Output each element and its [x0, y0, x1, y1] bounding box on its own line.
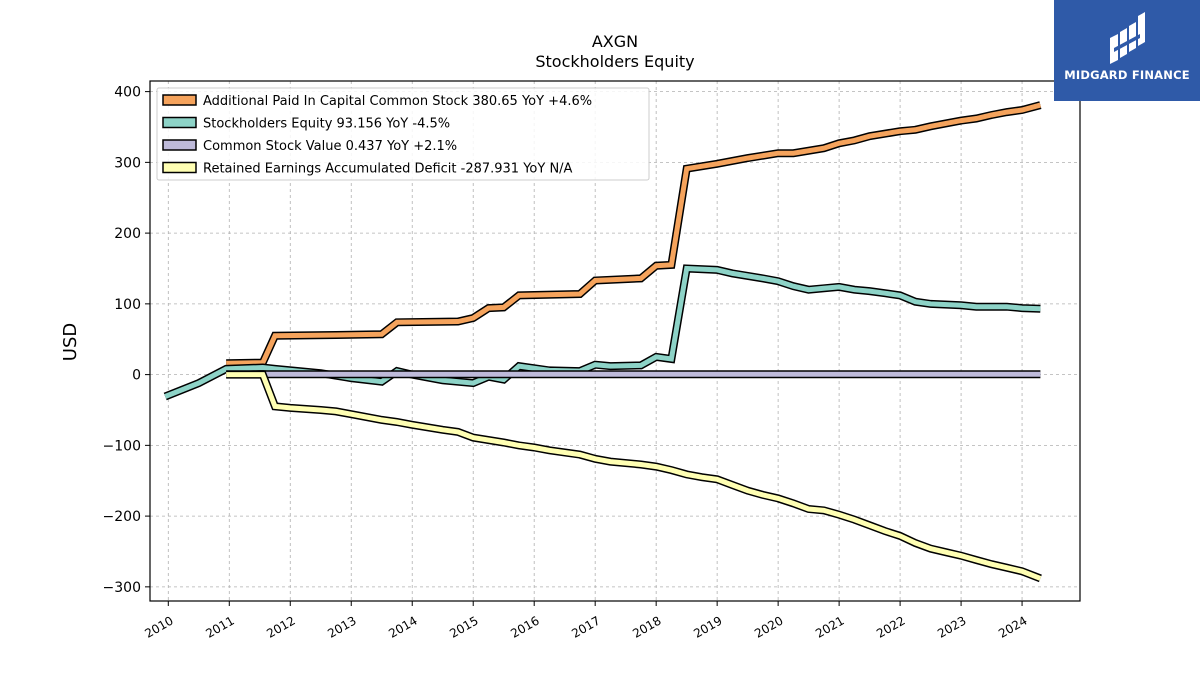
- midgard-finance-logo: MIDGARD FINANCE: [1054, 0, 1200, 101]
- y-tick-label: −300: [103, 580, 141, 596]
- legend-swatch-2: [162, 139, 197, 151]
- legend-swatch-3: [162, 161, 197, 174]
- y-tick-label: 0: [132, 368, 141, 384]
- chart-title: AXGN: [591, 32, 639, 51]
- legend-label-3: Retained Earnings Accumulated Deficit -2…: [203, 162, 573, 177]
- x-tick-label: 2024: [996, 613, 1029, 640]
- series-layer: [163, 101, 1042, 583]
- x-tick-label: 2014: [386, 613, 419, 640]
- y-axis-label: USD: [60, 323, 81, 361]
- x-tick-label: 2015: [447, 613, 480, 640]
- series-3-outline: [226, 370, 1042, 583]
- legend-label-2: Common Stock Value 0.437 YoY +2.1%: [203, 139, 457, 154]
- y-tick-label: −100: [103, 438, 141, 454]
- y-tick-label: 200: [114, 226, 141, 242]
- x-tick-label: 2020: [752, 613, 785, 640]
- logo-text: MIDGARD FINANCE: [1064, 68, 1190, 82]
- x-tick-label: 2022: [874, 613, 907, 640]
- x-tick-label: 2019: [691, 613, 724, 640]
- chart-subtitle: Stockholders Equity: [535, 52, 695, 71]
- legend-label-1: Stockholders Equity 93.156 YoY -4.5%: [203, 117, 450, 132]
- x-tick-label: 2017: [569, 613, 602, 640]
- x-tick-label: 2018: [630, 613, 663, 640]
- y-tick-label: 100: [114, 297, 141, 313]
- x-tick-label: 2011: [203, 613, 236, 640]
- legend: Additional Paid In Capital Common Stock …: [156, 87, 650, 181]
- legend-box: [156, 87, 650, 181]
- x-tick-label: 2016: [508, 613, 541, 640]
- legend-swatch-0: [162, 94, 197, 106]
- y-tick-label: 300: [114, 155, 141, 171]
- y-tick-label: −200: [103, 509, 141, 525]
- x-tick-label: 2013: [325, 613, 358, 640]
- x-tick-label: 2010: [142, 613, 175, 640]
- y-tick-label: 400: [114, 85, 141, 101]
- series-1-line: [164, 265, 1041, 399]
- midgard-logo-icon: [1110, 12, 1145, 64]
- series-3-line: [226, 372, 1042, 581]
- x-tick-label: 2023: [935, 613, 968, 640]
- legend-swatch-1: [162, 116, 197, 129]
- x-tick-label: 2012: [264, 613, 297, 640]
- series-0-line: [226, 102, 1042, 366]
- legend-label-0: Additional Paid In Capital Common Stock …: [203, 94, 592, 109]
- x-tick-label: 2021: [813, 613, 846, 640]
- plot-area-frame: [149, 80, 1081, 602]
